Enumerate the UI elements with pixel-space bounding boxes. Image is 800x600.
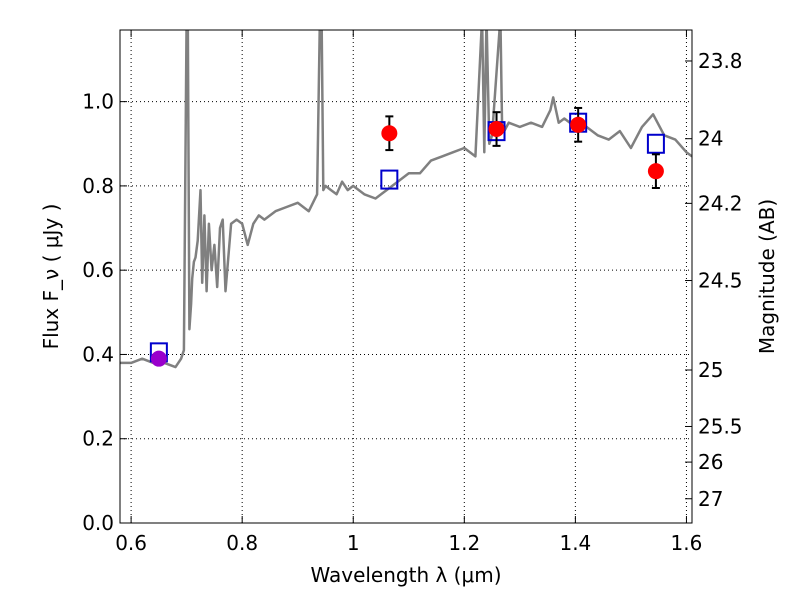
- right-tick-label: 27: [698, 487, 723, 511]
- y-tick-label: 0.4: [82, 342, 114, 366]
- tick-labels: 0.6 0.8 1 1.2 1.4 1.6 0.0 0.2 0.4 0.6 0.8 1.0 23.8 24…: [82, 49, 742, 555]
- x-tick-label: 1.2: [448, 531, 480, 555]
- x-tick-label: 0.6: [115, 531, 147, 555]
- right-tick-label: 25: [698, 358, 723, 382]
- x-axis-label: Wavelength λ (μm): [310, 563, 501, 587]
- observed-point: [150, 350, 167, 367]
- right-tick-label: 26: [698, 450, 723, 474]
- observed-point: [570, 116, 587, 133]
- observed-point: [647, 163, 664, 180]
- right-axis-label: Magnitude (AB): [755, 199, 779, 354]
- observed-point: [381, 125, 398, 142]
- model-square: [646, 133, 665, 154]
- right-tick-label: 24: [698, 127, 723, 151]
- axis-ticks: [120, 30, 692, 524]
- model-square: [380, 169, 399, 190]
- y-tick-label: 0.6: [82, 258, 114, 282]
- x-tick-label: 1: [347, 531, 360, 555]
- y-tick-label: 1.0: [82, 90, 114, 114]
- right-tick-label: 24.5: [698, 269, 743, 293]
- observed-point: [488, 121, 505, 138]
- right-tick-label: 23.8: [698, 49, 743, 73]
- y-tick-label: 0.0: [82, 511, 114, 535]
- y-axis-label: Flux F_ν ( μJy ): [39, 204, 63, 350]
- photometry-points: [149, 106, 665, 367]
- right-tick-label: 25.5: [698, 414, 743, 438]
- x-tick-label: 0.8: [226, 531, 258, 555]
- y-tick-label: 0.8: [82, 174, 114, 198]
- plot-frame: [119, 29, 693, 524]
- x-tick-label: 1.4: [559, 531, 591, 555]
- x-tick-label: 1.6: [671, 531, 703, 555]
- right-tick-label: 24.2: [698, 191, 743, 215]
- spectrum-line: [120, 30, 692, 369]
- spectrum-series: [120, 30, 692, 369]
- y-tick-label: 0.2: [82, 427, 114, 451]
